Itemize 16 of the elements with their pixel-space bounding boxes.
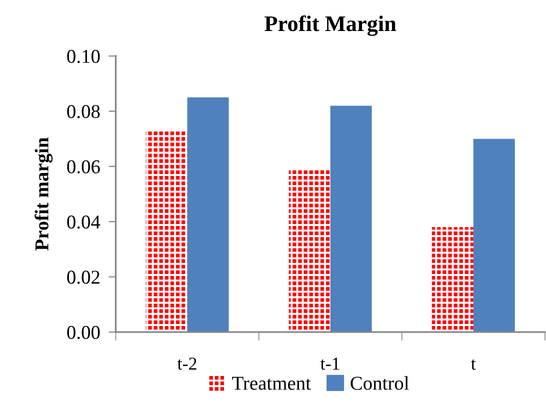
y-tick-label: 0.04 (67, 215, 100, 229)
bar (473, 138, 515, 332)
y-tick-label: 0.00 (67, 326, 100, 340)
x-tick-label: t-1 (320, 358, 340, 370)
bar (330, 106, 372, 332)
legend-label: Control (350, 376, 409, 390)
chart-title: Profit Margin (264, 15, 396, 36)
y-axis-title: Profit margin (34, 138, 53, 251)
y-tick-label: 0.02 (67, 270, 100, 284)
y-tick-label: 0.06 (67, 160, 100, 174)
x-tick-label: t-2 (177, 358, 196, 370)
y-tick-label: 0.08 (67, 105, 100, 118)
x-tick-label: t (471, 359, 476, 370)
bar (187, 97, 229, 332)
y-tick-label: 0.10 (67, 50, 100, 64)
legend-label: Treatment (232, 376, 311, 390)
